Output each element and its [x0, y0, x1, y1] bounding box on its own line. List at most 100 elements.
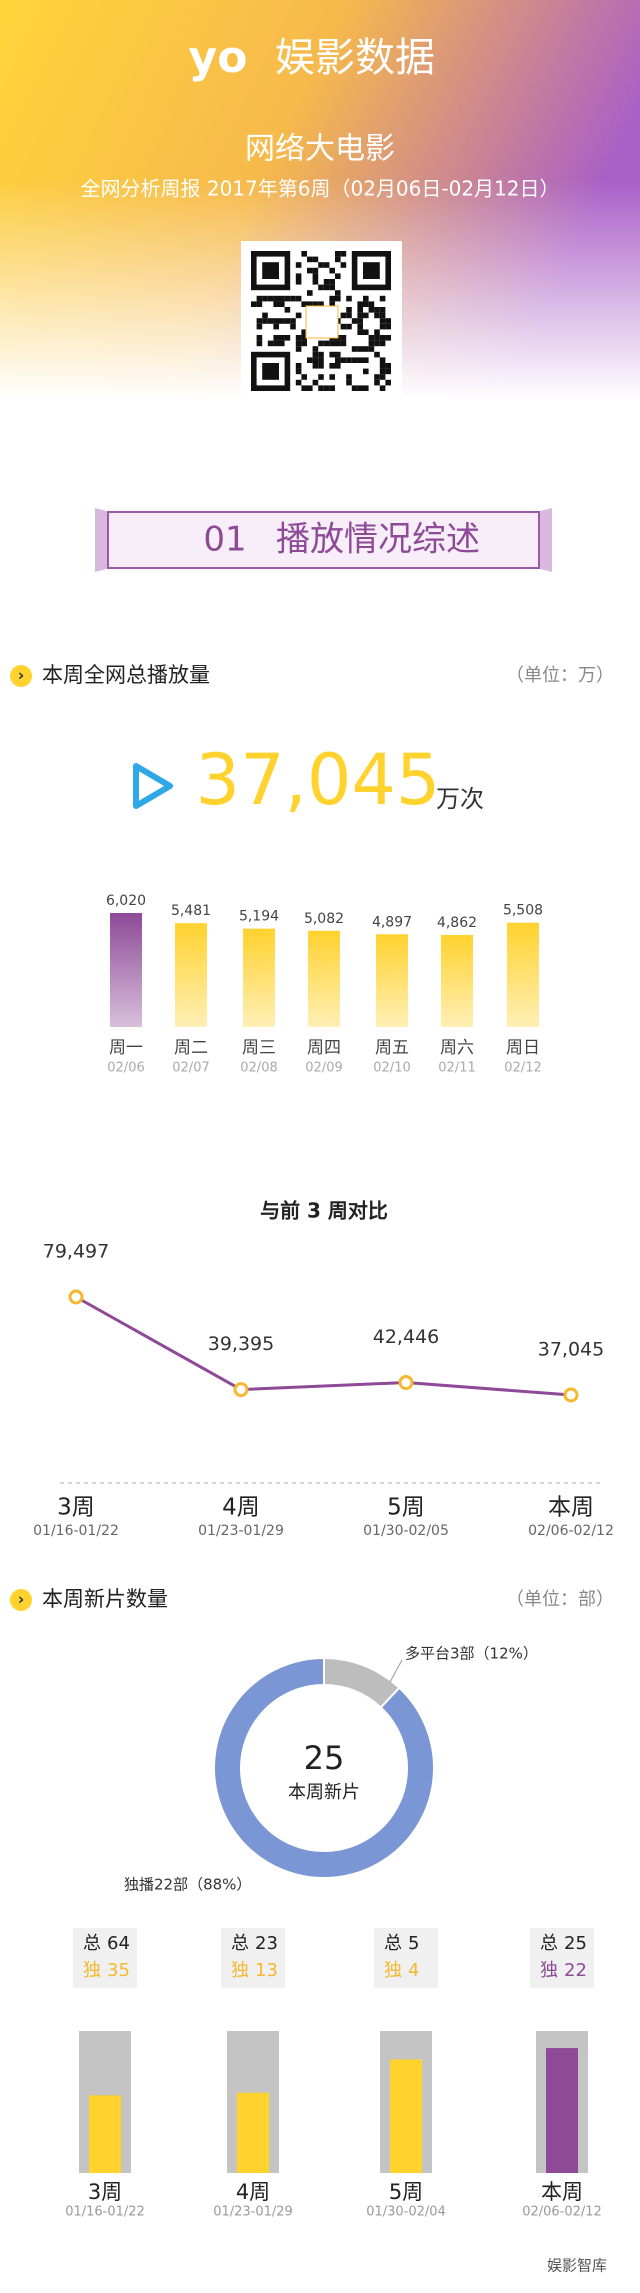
- qr-cell: [307, 301, 313, 307]
- qr-cell: [318, 374, 324, 380]
- qr-cell: [279, 295, 285, 302]
- x-tick-label: 周一: [109, 1038, 143, 1058]
- qr-cell: [256, 301, 263, 307]
- qr-cell: [323, 262, 330, 268]
- qr-cell: [273, 335, 279, 341]
- center-label: 本周新片: [288, 1782, 360, 1803]
- qr-cell: [295, 262, 302, 268]
- qr-cell: [335, 357, 341, 363]
- qr-cell: [363, 357, 369, 363]
- section-banner: 01 播放情况综述: [95, 508, 552, 572]
- qr-cell: [363, 295, 369, 302]
- qr-cell: [379, 335, 386, 341]
- qr-cell: [329, 279, 335, 285]
- brand: 娱影数据: [275, 35, 435, 81]
- qr-cell: [329, 295, 335, 302]
- qr-cell: [318, 284, 324, 291]
- qr-cell: [312, 379, 319, 386]
- qr-cell: [256, 335, 263, 341]
- x-tick-date: 01/16-01/22: [65, 2205, 145, 2220]
- section-icon: [10, 665, 32, 687]
- qr-cell: [256, 318, 263, 324]
- exclusive-bar: [89, 2095, 121, 2173]
- bar: [110, 913, 142, 1027]
- qr-cell: [329, 351, 335, 358]
- qr-cell: [329, 284, 335, 291]
- x-tick-label: 周三: [242, 1038, 276, 1058]
- x-tick-date: 01/23-01/29: [198, 1523, 284, 1539]
- qr-cell: [357, 346, 363, 352]
- qr-cell: [385, 363, 391, 369]
- qr-cell: [329, 340, 335, 347]
- qr-cell: [312, 301, 319, 307]
- qr-cell: [256, 340, 263, 347]
- qr-cell: [295, 273, 302, 279]
- qr-cell: [318, 385, 324, 391]
- bar: [376, 934, 408, 1027]
- qr-cell: [295, 279, 302, 285]
- bar: [308, 930, 340, 1027]
- data-label: 4: [408, 1960, 419, 1981]
- label-box: [530, 1928, 594, 1988]
- qr-cell: [335, 340, 341, 347]
- data-label: 4,897: [372, 914, 412, 930]
- bar: [507, 922, 539, 1027]
- qr-cell: [379, 312, 386, 319]
- qr-cell: [374, 379, 380, 386]
- qr-cell: [379, 363, 386, 369]
- qr-cell: [368, 307, 375, 313]
- qr-cell: [335, 256, 341, 263]
- unit-label: （单位：万）: [506, 665, 614, 686]
- slice-label: 多平台3部（12%）: [405, 1645, 538, 1663]
- x-tick-label: 4周: [236, 2180, 270, 2204]
- data-label: 5: [408, 1933, 419, 1954]
- qr-cell: [363, 368, 369, 375]
- qr-cell: [267, 295, 274, 302]
- qr-cell: [363, 312, 369, 319]
- qr-cell: [385, 323, 391, 330]
- qr-cell: [251, 301, 257, 307]
- data-label: 5,508: [503, 903, 543, 919]
- qr-cell: [379, 307, 386, 313]
- data-label: 42,446: [373, 1326, 439, 1348]
- qr-cell: [385, 318, 391, 324]
- play-icon: [133, 763, 173, 809]
- qr-cell: [357, 357, 363, 363]
- qr-cell: [284, 307, 291, 313]
- x-tick-label: 3周: [88, 2180, 122, 2204]
- banner-box: [107, 511, 540, 569]
- qr-cell: [318, 357, 324, 363]
- qr-cell: [307, 385, 313, 391]
- qr-cell: [346, 312, 352, 319]
- line: [75, 1295, 572, 1397]
- qr-cell: [379, 318, 386, 324]
- qr-cell: [295, 295, 302, 302]
- qr-cell: [279, 335, 285, 341]
- qr-cell: [340, 262, 347, 268]
- x-tick-date: 01/30-02/04: [366, 2205, 446, 2220]
- qr-cell: [301, 385, 307, 391]
- qr-cell: [374, 374, 380, 380]
- x-tick-date: 02/06: [107, 1061, 144, 1076]
- data-label: 79,497: [43, 1241, 109, 1263]
- data-label: 22: [564, 1960, 587, 1981]
- qr-cell: [379, 385, 386, 391]
- qr-cell: [357, 312, 363, 319]
- qr-cell: [323, 284, 330, 291]
- pie-slice: [213, 1656, 435, 1879]
- qr-code: [241, 241, 402, 402]
- qr-cell: [323, 279, 330, 285]
- qr-cell: [273, 295, 279, 302]
- qr-cell: [346, 379, 352, 386]
- qr-cell: [262, 318, 268, 324]
- qr-cell: [318, 301, 324, 307]
- series-name: 总: [384, 1933, 402, 1954]
- data-label: 37,045: [538, 1339, 604, 1361]
- qr-cell: [279, 340, 285, 347]
- qr-cell: [379, 295, 386, 302]
- x-tick-date: 02/10: [373, 1061, 410, 1076]
- data-label: 6,020: [106, 893, 146, 909]
- marker: [563, 1387, 579, 1403]
- series-name: 独: [231, 1960, 249, 1981]
